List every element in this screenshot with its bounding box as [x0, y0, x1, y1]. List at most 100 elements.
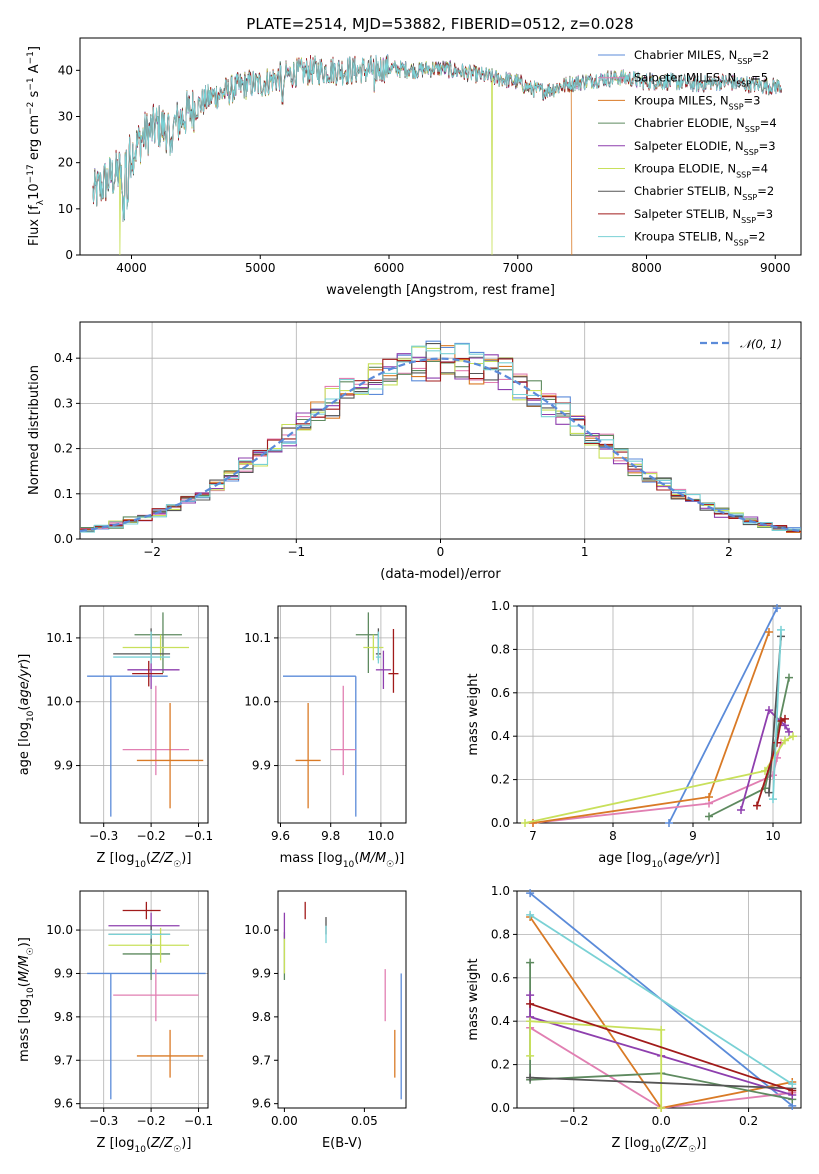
x-axis-label: age [log10(age/yr)]	[598, 851, 720, 870]
weight-marker	[785, 673, 793, 682]
weight-marker	[765, 706, 773, 715]
legend-entry: Chabrier ELODIE, NSSP=4	[634, 116, 777, 134]
weight-line	[529, 914, 793, 1085]
y-tick-label: 9.8	[252, 1010, 271, 1024]
x-axis-label: (data-model)/error	[380, 567, 501, 582]
weight-marker	[657, 1104, 666, 1112]
legend-entry: Kroupa MILES, NSSP=3	[634, 93, 760, 111]
age-vs-metallicity-panel: −0.3 −0.2 −0.1 9.9 10.0 10.1 Z [log10(Z/Z☉)] ag…	[17, 605, 213, 870]
y-tick-label: 10.1	[244, 631, 271, 645]
axes-frame	[79, 321, 802, 540]
x-tick-label: 2	[725, 545, 733, 559]
y-tick-label: 10.0	[46, 695, 73, 709]
x-axis-label: Z [log10(Z/Z☉)]	[97, 1136, 192, 1155]
y-axis-label: Normed distribution	[27, 365, 42, 495]
x-tick-label: 7	[529, 829, 537, 843]
x-axis-label: Z [log10(Z/Z☉)]	[612, 1136, 707, 1155]
legend-entry: Salpeter MILES, NSSP=5	[634, 71, 768, 89]
axes-frame	[516, 605, 802, 824]
y-tick-label: 1.0	[491, 599, 510, 613]
y-tick-label: 10.0	[46, 923, 73, 937]
y-tick-label: 30	[58, 109, 73, 123]
weight-marker	[526, 991, 535, 1000]
axes-frame	[277, 890, 407, 1109]
weight-line	[529, 1002, 793, 1092]
y-axis-label: Flux [fλ10−17 erg cm−2 s−1 A−1]	[26, 46, 46, 246]
legend-entry: 𝒩(0, 1)	[740, 337, 782, 351]
axes-frame	[79, 890, 209, 1109]
y-tick-label: 9.6	[54, 1097, 73, 1111]
weight-marker	[773, 604, 781, 613]
weight-marker	[529, 819, 537, 827]
x-tick-label: −0.3	[89, 829, 118, 843]
axes-frame	[277, 605, 407, 824]
y-tick-label: 9.6	[252, 1097, 271, 1111]
x-tick-label: 1	[581, 545, 589, 559]
y-tick-label: 0.3	[54, 396, 73, 410]
weight-marker	[777, 625, 785, 634]
legend-entry: Salpeter ELODIE, NSSP=3	[634, 139, 776, 157]
weight-marker	[788, 1080, 797, 1089]
weight-line	[532, 742, 782, 824]
x-tick-label: 0.00	[271, 1114, 298, 1128]
legend-entry: Kroupa STELIB, NSSP=2	[634, 230, 765, 248]
weight-marker	[765, 628, 773, 637]
legend-entry: Chabrier MILES, NSSP=2	[634, 48, 769, 66]
y-axis-label: mass [log10(M/M☉)]	[17, 937, 36, 1062]
y-tick-label: 9.8	[54, 1010, 73, 1024]
x-tick-label: −0.1	[184, 1114, 213, 1128]
weight-marker	[665, 819, 673, 827]
y-tick-label: 10.1	[46, 631, 73, 645]
legend-entry: Salpeter STELIB, NSSP=3	[634, 207, 773, 225]
weight-marker	[526, 1073, 535, 1082]
legend-entry: Kroupa ELODIE, NSSP=4	[634, 162, 768, 180]
x-tick-label: −1	[287, 545, 305, 559]
weight-marker	[705, 792, 713, 801]
weight-marker	[526, 1017, 535, 1026]
y-axis-label: mass weight	[466, 673, 481, 755]
weight-marker	[769, 795, 777, 804]
mass-vs-metallicity-panel: −0.3 −0.2 −0.1 9.6 9.7 9.8 9.9 10.0 Z [log10(Z/Z…	[17, 890, 213, 1155]
weight-line	[530, 1076, 793, 1090]
age-vs-mass-panel: 9.6 9.8 10.0 9.9 10.0 10.1 mass [log10(M/M☉)]	[244, 605, 407, 870]
y-tick-label: 0.6	[491, 971, 510, 985]
y-tick-label: 0.0	[54, 532, 73, 546]
y-tick-label: 9.9	[54, 966, 73, 980]
spectrum-line	[92, 55, 573, 255]
y-tick-label: 40	[58, 63, 73, 77]
weight-marker	[526, 1051, 535, 1060]
y-tick-label: 9.7	[54, 1053, 73, 1067]
y-tick-label: 20	[58, 156, 73, 170]
x-tick-label: 10.0	[368, 829, 395, 843]
y-axis-label: age [log10(age/yr)]	[17, 654, 36, 776]
y-tick-label: 0.8	[491, 927, 510, 941]
x-tick-label: −2	[143, 545, 161, 559]
legend-entry: Chabrier STELIB, NSSP=2	[634, 184, 774, 202]
y-tick-label: 0.4	[54, 351, 73, 365]
x-tick-label: 0.0	[652, 1114, 671, 1128]
weight-marker	[526, 889, 535, 898]
x-tick-label: 9000	[760, 261, 791, 275]
x-tick-label: 0.05	[351, 1114, 378, 1128]
y-tick-label: 0.4	[491, 1014, 510, 1028]
x-tick-label: 5000	[245, 261, 276, 275]
x-tick-label: 4000	[116, 261, 147, 275]
x-tick-label: 8	[609, 829, 617, 843]
y-tick-label: 9.9	[54, 759, 73, 773]
residuals-panel: −2 −1 0 1 2 0.0 0.1 0.2 0.3 0.4 𝒩(0, 1) (data-model…	[27, 321, 802, 582]
axes-frame	[79, 605, 209, 824]
y-tick-label: 9.9	[252, 966, 271, 980]
y-tick-label: 0.6	[491, 686, 510, 700]
weight-marker	[753, 801, 761, 810]
weight-marker	[785, 727, 793, 736]
weight-vs-age-panel: 7 8 9 10 0.0 0.2 0.4 0.6 0.8 1.0 age [log10(age/yr…	[466, 599, 802, 870]
weight-line	[772, 629, 782, 800]
y-tick-label: 10.0	[244, 923, 271, 937]
y-tick-label: 0.2	[491, 773, 510, 787]
x-tick-label: −0.2	[559, 1114, 588, 1128]
weight-line	[756, 718, 786, 806]
mass-vs-ebv-panel: 0.00 0.05 9.6 9.7 9.8 9.9 10.0 E(B-V)	[244, 890, 407, 1151]
axes-frame	[79, 37, 802, 256]
y-tick-label: 0.2	[54, 442, 73, 456]
